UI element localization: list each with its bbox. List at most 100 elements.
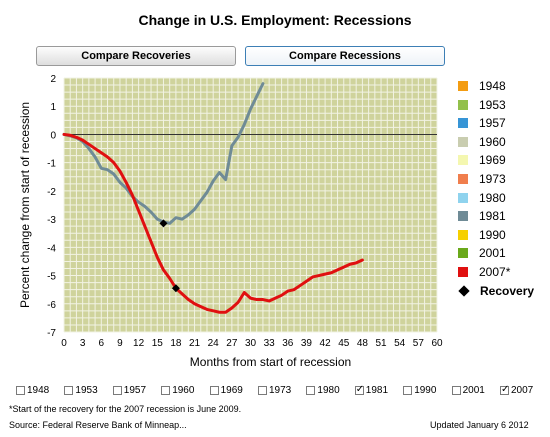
x-tick-label: 57 — [413, 338, 425, 349]
employment-chart: 210-1-2-3-4-5-6-70 3 6 9 12 15 18 21 24 27 30 33 36 3… — [18, 74, 443, 369]
x-tick-label: 21 — [189, 338, 201, 349]
legend-swatch — [458, 192, 468, 203]
checkbox-box[interactable] — [500, 384, 509, 395]
legend-item: 1948 — [458, 78, 506, 94]
y-tick-label: -1 — [47, 159, 56, 170]
x-tick-label: 54 — [394, 338, 406, 349]
y-tick-label: -7 — [47, 328, 56, 339]
legend-item: 1957 — [458, 115, 506, 131]
legend-label: 1960 — [479, 134, 506, 149]
legend-item: 1981 — [458, 208, 506, 224]
legend-swatch — [458, 155, 468, 166]
checkbox-1981[interactable]: 1981 — [354, 384, 388, 396]
chart-title: Change in U.S. Employment: Recessions — [138, 12, 412, 28]
legend-label: 1973 — [479, 172, 506, 186]
checkbox-box[interactable] — [451, 386, 461, 395]
legend-item: 1973 — [458, 171, 506, 187]
x-tick-label: 12 — [133, 338, 145, 349]
checkbox-label: 1948 — [27, 385, 50, 396]
x-tick-label: 48 — [357, 338, 369, 349]
legend-label: 2007* — [479, 265, 511, 279]
legend-label: 1981 — [479, 209, 506, 224]
legend-swatch — [458, 267, 468, 277]
checkbox-box[interactable] — [209, 386, 219, 395]
legend-label: 1990 — [479, 227, 506, 242]
checkbox-1960[interactable]: 1960 — [161, 385, 194, 396]
checkbox-box[interactable] — [354, 384, 364, 395]
checkbox-label: 1980 — [317, 385, 340, 396]
checkbox-label: 1973 — [269, 385, 292, 396]
legend-item-recovery: Recovery — [458, 283, 534, 299]
x-tick-label: 51 — [375, 338, 387, 349]
y-tick-label: -6 — [47, 300, 56, 311]
checkbox-box[interactable] — [258, 386, 267, 395]
x-tick-label: 9 — [117, 338, 123, 349]
checkbox-label: 1990 — [414, 385, 437, 396]
checkbox-2001[interactable]: 2001 — [451, 385, 485, 396]
y-tick-label: -5 — [47, 272, 56, 283]
checkbox-1980[interactable]: 1980 — [306, 385, 340, 396]
x-tick-label: 15 — [152, 338, 164, 349]
legend-item: 1969 — [458, 152, 506, 168]
x-tick-label: 33 — [264, 338, 276, 349]
checkbox-label: 2001 — [462, 385, 485, 396]
checkbox-box[interactable] — [16, 386, 25, 395]
updated-text: Updated January 6 2012 — [430, 420, 529, 430]
compare-recessions-button[interactable]: Compare Recessions — [245, 46, 445, 66]
checkbox-label: 1957 — [123, 385, 147, 396]
legend-swatch — [458, 118, 468, 129]
y-tick-label: -4 — [47, 243, 56, 254]
legend-item: 1980 — [458, 190, 506, 206]
checkbox-label: 2007 — [511, 385, 534, 396]
legend-swatch — [458, 174, 468, 184]
checkbox-1953[interactable]: 1953 — [64, 385, 98, 396]
legend-item: 1953 — [458, 97, 506, 113]
checkbox-2007[interactable]: 2007 — [500, 384, 534, 396]
checkbox-box[interactable] — [306, 386, 316, 395]
recovery-marker-1981 — [159, 219, 168, 228]
checkbox-box[interactable] — [161, 386, 171, 395]
checkbox-label: 1960 — [172, 385, 195, 396]
legend-label: Recovery — [480, 283, 535, 298]
x-tick-label: 60 — [431, 338, 443, 349]
checkbox-box[interactable] — [112, 386, 122, 395]
x-tick-label: 3 — [80, 338, 86, 349]
series-line-2007 — [62, 132, 364, 314]
recovery-marker-2007 — [171, 284, 180, 293]
y-tick-label: 2 — [50, 74, 56, 85]
x-tick-label: 6 — [99, 338, 105, 349]
legend-item: 2001 — [458, 245, 506, 261]
checkbox-label: 1953 — [75, 385, 98, 396]
legend-label: 1980 — [479, 190, 506, 205]
y-tick-label: 1 — [50, 102, 56, 113]
legend-item: 1960 — [458, 134, 506, 150]
x-tick-label: 36 — [282, 338, 294, 349]
legend-item: 2007* — [458, 264, 510, 280]
footnote: *Start of the recovery for the 2007 rece… — [9, 404, 242, 414]
x-tick-label: 30 — [245, 338, 257, 349]
legend-label: 1969 — [479, 153, 506, 168]
legend-swatch — [458, 136, 468, 147]
checkbox-label: 1969 — [220, 385, 243, 396]
legend-label: 1953 — [479, 97, 506, 112]
x-tick-label: 0 — [61, 338, 67, 349]
checkbox-1948[interactable]: 1948 — [16, 385, 49, 396]
checkbox-box[interactable] — [64, 386, 74, 395]
checkbox-1973[interactable]: 1973 — [258, 385, 291, 396]
legend-swatch — [458, 99, 468, 110]
legend-swatch — [458, 211, 468, 222]
x-tick-label: 42 — [320, 338, 332, 349]
checkbox-box[interactable] — [403, 386, 413, 395]
legend-swatch — [458, 248, 468, 259]
x-tick-label: 27 — [226, 338, 238, 349]
legend-label: 2001 — [479, 246, 506, 261]
x-tick-label: 18 — [170, 338, 182, 349]
checkbox-1990[interactable]: 1990 — [403, 385, 436, 396]
x-tick-label: 24 — [208, 338, 220, 349]
compare-recoveries-button[interactable]: Compare Recoveries — [36, 46, 236, 66]
legend-label: 1957 — [479, 116, 506, 131]
y-tick-label: -3 — [47, 215, 56, 226]
checkbox-1969[interactable]: 1969 — [209, 385, 243, 396]
checkbox-1957[interactable]: 1957 — [112, 385, 147, 396]
legend-label: 1948 — [479, 79, 506, 93]
